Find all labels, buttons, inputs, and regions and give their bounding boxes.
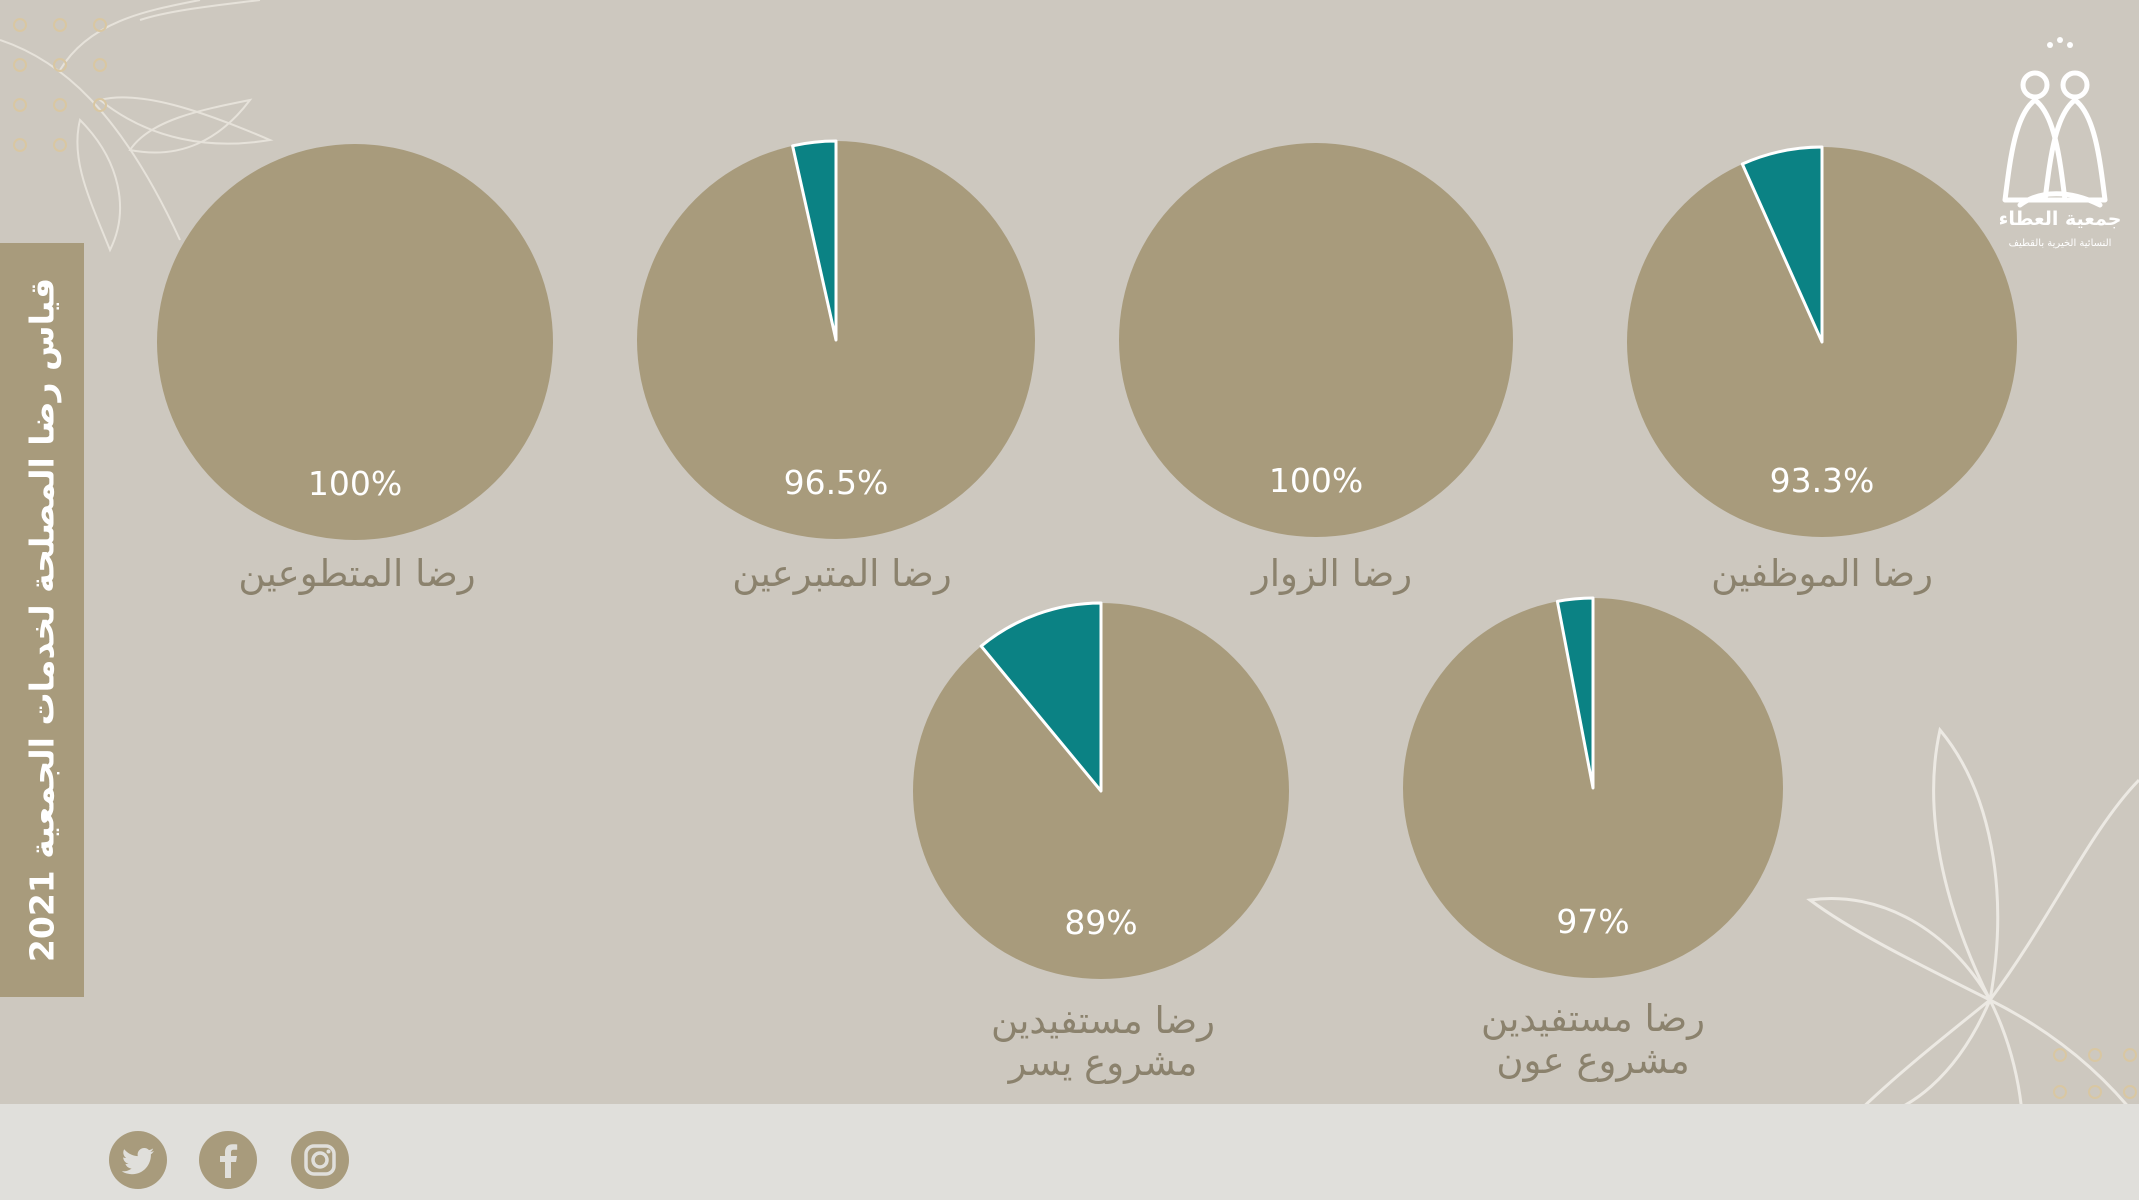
pie-slice-remainder (979, 601, 1103, 793)
pie-category-line: مشروع عون (1496, 1039, 1690, 1082)
logo-subtitle: النسائية الخيرية بالقطيف (2008, 238, 2112, 249)
facebook-icon[interactable] (198, 1130, 258, 1190)
pie-value-label: 100% (308, 464, 402, 503)
pie-value-label: 100% (1269, 461, 1363, 500)
instagram-icon[interactable] (290, 1130, 350, 1190)
pie-category-label: رضا مستفيدين مشروع عون (1481, 998, 1705, 1082)
pie-chart: 97% (1403, 596, 1783, 978)
twitter-icon[interactable] (108, 1130, 168, 1190)
pie-category-label: رضا مستفيدين مشروع يسر (991, 1000, 1215, 1084)
pie-slice-main (157, 144, 553, 540)
pie-slice-remainder (791, 139, 838, 342)
pie-slice-remainder (1555, 596, 1595, 790)
pie-category-line: رضا الموظفين (1711, 552, 1933, 595)
leaf-decoration-icon (0, 0, 274, 253)
pie-value-label: 89% (1064, 903, 1137, 942)
title-bar (0, 243, 84, 997)
pie-category-label: رضا الزوار (1252, 553, 1412, 595)
pie-slice-main (1119, 143, 1513, 537)
logo-name: جمعية العطاء (1998, 208, 2122, 230)
pie-slice-remainder (1740, 145, 1824, 344)
logo-icon (2002, 37, 2108, 208)
pie-category-label: رضا المتبرعين (732, 553, 951, 595)
pie-category-label: رضا الموظفين (1711, 553, 1933, 595)
pie-chart: 100% (157, 144, 553, 540)
pie-category-line: رضا الزوار (1251, 552, 1413, 595)
pie-value-label: 96.5% (784, 463, 889, 502)
pie-chart: 89% (913, 601, 1289, 979)
pie-category-line: رضا المتبرعين (732, 552, 952, 595)
pie-category-line: رضا مستفيدين (990, 999, 1216, 1042)
pie-charts: 93.3% 100% 96.5% 100% 97% 89% (157, 139, 2017, 979)
footer (0, 1104, 2139, 1200)
pie-category-line: مشروع يسر (1008, 1041, 1198, 1084)
pie-chart: 93.3% (1627, 145, 2017, 537)
pie-value-label: 97% (1556, 902, 1629, 941)
pie-category-label: رضا المتطوعين (238, 553, 475, 595)
pie-category-line: رضا المتطوعين (238, 552, 476, 595)
pie-category-line: رضا مستفيدين (1480, 997, 1706, 1040)
pie-value-label: 93.3% (1770, 461, 1875, 500)
pie-chart: 96.5% (637, 139, 1035, 539)
pie-chart: 100% (1119, 143, 1513, 537)
